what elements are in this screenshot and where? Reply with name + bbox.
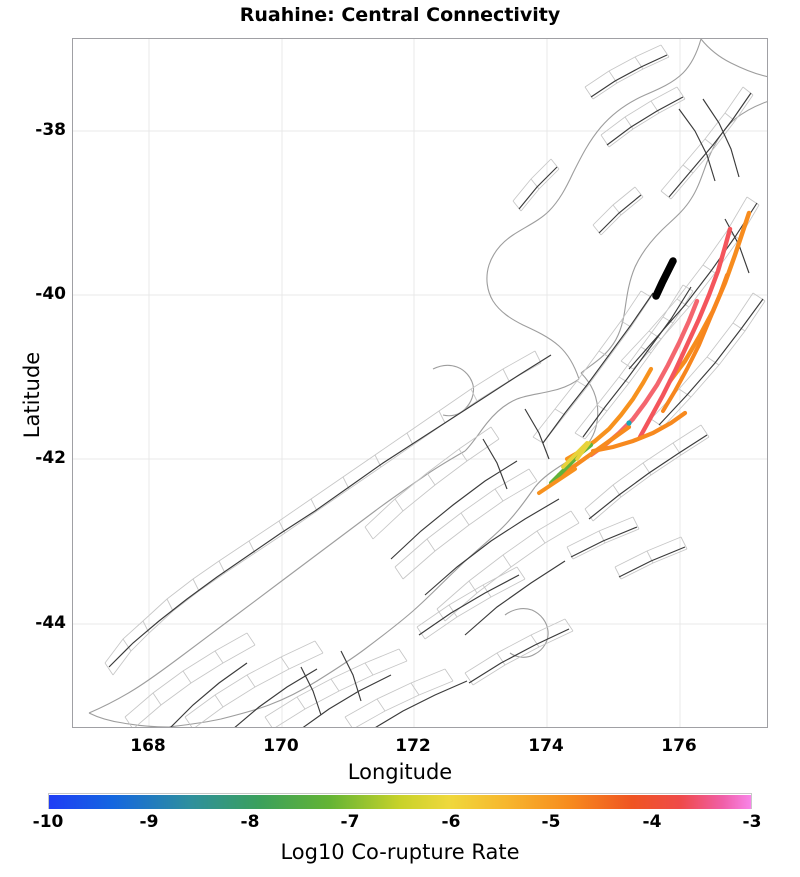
connected-fault-traces <box>537 210 752 495</box>
ytick-label: -42 <box>35 448 66 468</box>
xtick-label: 174 <box>528 736 564 756</box>
fault-surface-projections <box>104 44 766 727</box>
ytick-label: -44 <box>35 613 66 633</box>
colorbar-tick-label: -5 <box>541 812 561 832</box>
xtick-label: 172 <box>395 736 431 756</box>
colorbar-ticks: -10 -9 -8 -7 -6 -5 -4 -3 <box>0 812 800 834</box>
colorbar-tick-label: -9 <box>139 812 159 832</box>
x-axis-label: Longitude <box>347 760 453 784</box>
colorbar-tick-label: -10 <box>32 812 64 832</box>
y-axis-ticks: -38 -40 -42 -44 <box>0 38 66 728</box>
colorbar-tick-label: -4 <box>642 812 662 832</box>
xtick-label: 170 <box>263 736 299 756</box>
map-plot-area[interactable] <box>72 38 768 728</box>
colorbar-gradient <box>49 795 751 809</box>
colorbar[interactable] <box>48 793 752 809</box>
page-title: Ruahine: Central Connectivity <box>239 4 561 26</box>
colorbar-tick-label: -8 <box>240 812 260 832</box>
ytick-label: -40 <box>35 284 66 304</box>
source-fault-ruahine <box>652 257 677 300</box>
colorbar-label: Log10 Co-rupture Rate <box>280 840 520 864</box>
colorbar-tick-label: -7 <box>340 812 360 832</box>
x-axis-ticks: 168 170 172 174 176 <box>0 736 800 760</box>
xtick-label: 168 <box>130 736 166 756</box>
y-axis-label: Latitude <box>20 351 44 439</box>
colorbar-tick-label: -3 <box>742 812 762 832</box>
colorbar-tick-label: -6 <box>441 812 461 832</box>
map-svg <box>73 39 767 727</box>
ytick-label: -38 <box>35 120 66 140</box>
xtick-label: 176 <box>661 736 697 756</box>
